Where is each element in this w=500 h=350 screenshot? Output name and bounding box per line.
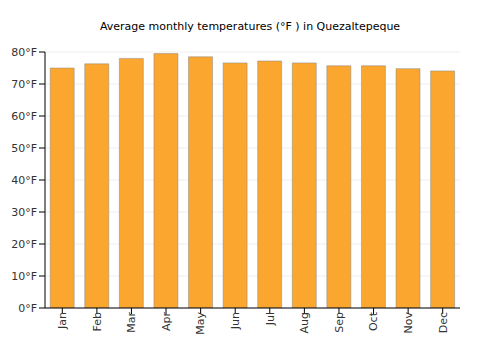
svg-text:80°F: 80°F [11,46,37,59]
svg-text:40°F: 40°F [11,174,37,187]
svg-text:Nov: Nov [402,312,415,334]
svg-text:Oct: Oct [367,311,380,331]
svg-text:Aug: Aug [298,312,311,333]
svg-text:Dec: Dec [437,312,450,333]
svg-text:Feb: Feb [91,312,104,331]
svg-text:10°F: 10°F [11,270,37,283]
svg-text:Jan: Jan [56,312,69,330]
svg-text:20°F: 20°F [11,238,37,251]
svg-text:Mar: Mar [125,312,138,333]
html-text:Average monthly temperatures (: Average monthly temperatures (°F ) in Qu… [99,20,401,33]
svg-text:Jun: Jun [229,312,242,330]
svg-text:60°F: 60°F [11,110,37,123]
svg-text:Jul: Jul [264,312,277,326]
svg-text:Apr: Apr [160,312,173,332]
svg-text:50°F: 50°F [11,142,37,155]
svg-text:70°F: 70°F [11,78,37,91]
svg-text:May: May [194,312,207,335]
svg-text:30°F: 30°F [11,206,37,219]
svg-text:0°F: 0°F [18,302,37,315]
svg-text:Sep: Sep [333,312,346,333]
